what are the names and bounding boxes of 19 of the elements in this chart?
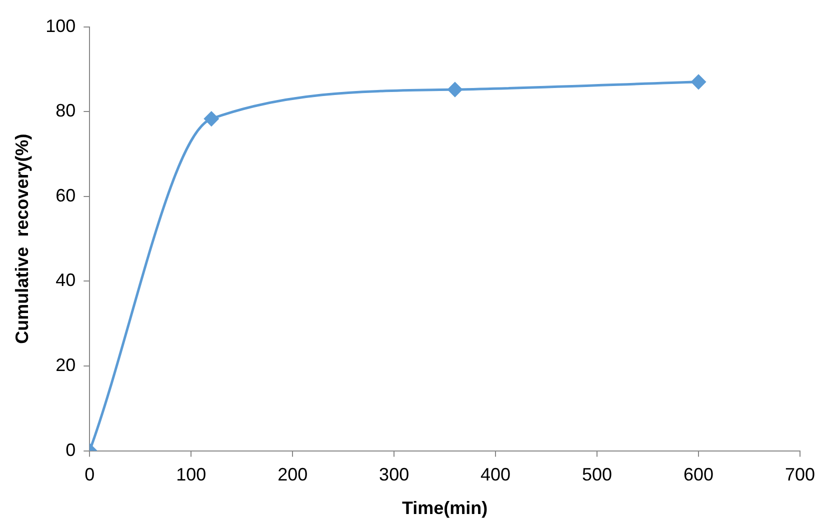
x-tick-label: 0 [84,464,95,485]
point [448,82,462,97]
y-tick-label: 20 [56,354,76,375]
x-tick-label: 500 [582,464,612,485]
x-tick-label: 300 [379,464,410,485]
x-tick-label: 400 [480,464,511,485]
y-tick-label: 80 [56,100,76,121]
x-axis-title: Time(min) [402,498,488,518]
point [204,112,219,126]
x-tick-label: 600 [683,464,714,485]
y-tick-label: 60 [56,185,76,206]
y-tick-label: 40 [56,270,76,290]
x-tick-label: 700 [784,464,816,485]
point [691,74,706,90]
y-axis-title: Cumulative recovery(%) [12,134,32,344]
x-tick-label: 100 [176,464,206,485]
y-tick-label: 0 [66,440,76,460]
x-tick-label: 200 [278,464,308,485]
y-tick-label: 100 [46,16,76,36]
